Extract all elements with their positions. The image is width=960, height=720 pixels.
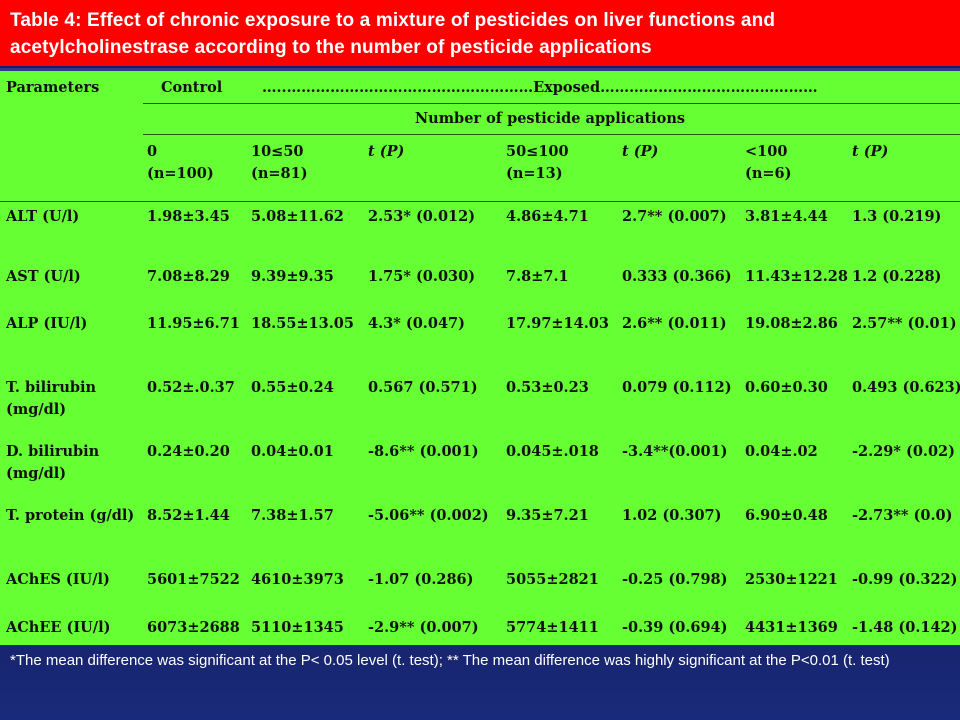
header-group2-top: 50≤100 — [506, 143, 569, 160]
row-t-bilirubin-t1: 0.567 (0.571) — [368, 379, 478, 396]
row-alt-group3: 3.81±4.44 — [745, 208, 828, 225]
row-t-bilirubin-group3: 0.60±0.30 — [745, 379, 828, 396]
row-t-bilirubin-group1: 0.55±0.24 — [251, 379, 334, 396]
row-achee-group3: 4431±1369 — [745, 619, 838, 636]
row-t-bilirubin-t2: 0.079 (0.112) — [622, 379, 732, 396]
row-aches-group1: 4610±3973 — [251, 571, 344, 588]
row-aches-group2: 5055±2821 — [506, 571, 599, 588]
row-t-protein-group2: 9.35±7.21 — [506, 507, 589, 524]
row-t-bilirubin-unit: (mg/dl) — [6, 401, 67, 418]
row-ast-t3: 1.2 (0.228) — [852, 268, 942, 285]
row-achee-control: 6073±2688 — [147, 619, 240, 636]
row-alp-t3: 2.57** (0.01) — [852, 315, 957, 332]
row-t-bilirubin-group2: 0.53±0.23 — [506, 379, 589, 396]
header-t2: t (P) — [622, 143, 659, 160]
row-aches-t3: -0.99 (0.322) — [852, 571, 958, 588]
row-alp-t1: 4.3* (0.047) — [368, 315, 465, 332]
row-alt-t1: 2.53* (0.012) — [368, 208, 476, 225]
row-aches-parameter: AChES (IU/l) — [6, 571, 110, 588]
row-ast-group3: 11.43±12.28 — [745, 268, 848, 285]
header-group3-bottom: (n=6) — [745, 165, 792, 182]
row-aches-group3: 2530±1221 — [745, 571, 838, 588]
header-control-col-top: 0 — [147, 143, 158, 160]
row-t-protein-t2: 1.02 (0.307) — [622, 507, 722, 524]
row-achee-t2: -0.39 (0.694) — [622, 619, 728, 636]
row-d-bilirubin-unit: (mg/dl) — [6, 465, 67, 482]
row-t-protein-group1: 7.38±1.57 — [251, 507, 334, 524]
row-t-bilirubin-parameter: T. bilirubin — [6, 379, 97, 396]
row-ast-group2: 7.8±7.1 — [506, 268, 569, 285]
row-alp-control: 11.95±6.71 — [147, 315, 240, 332]
table-footnote: *The mean difference was significant at … — [10, 652, 890, 669]
header-exposed: …..……………………………………………Exposed…………………………………… — [262, 79, 818, 96]
row-d-bilirubin-parameter: D. bilirubin — [6, 443, 100, 460]
row-alp-group1: 18.55±13.05 — [251, 315, 354, 332]
header-divider-exposed — [143, 103, 960, 104]
row-alt-t2: 2.7** (0.007) — [622, 208, 727, 225]
row-ast-group1: 9.39±9.35 — [251, 268, 334, 285]
row-t-protein-control: 8.52±1.44 — [147, 507, 230, 524]
row-alt-group1: 5.08±11.62 — [251, 208, 344, 225]
row-t-bilirubin-t3: 0.493 (0.623) — [852, 379, 960, 396]
row-aches-t1: -1.07 (0.286) — [368, 571, 474, 588]
header-control-col-bottom: (n=100) — [147, 165, 214, 182]
row-achee-t3: -1.48 (0.142) — [852, 619, 958, 636]
row-t-protein-group3: 6.90±0.48 — [745, 507, 828, 524]
row-t-protein-t3: -2.73** (0.0) — [852, 507, 953, 524]
row-d-bilirubin-t3: -2.29* (0.02) — [852, 443, 956, 460]
row-d-bilirubin-control: 0.24±0.20 — [147, 443, 230, 460]
header-group3-top: <100 — [745, 143, 788, 160]
header-divider-applications — [143, 134, 960, 135]
row-aches-control: 5601±7522 — [147, 571, 240, 588]
header-group1-bottom: (n=81) — [251, 165, 308, 182]
row-d-bilirubin-group3: 0.04±.02 — [745, 443, 818, 460]
row-d-bilirubin-t1: -8.6** (0.001) — [368, 443, 479, 460]
row-alp-group3: 19.08±2.86 — [745, 315, 838, 332]
header-parameters: Parameters — [6, 79, 100, 96]
header-number-of-applications: Number of pesticide applications — [414, 110, 686, 127]
row-alp-group2: 17.97±14.03 — [506, 315, 609, 332]
row-ast-control: 7.08±8.29 — [147, 268, 230, 285]
slide-title: Table 4: Effect of chronic exposure to a… — [0, 0, 960, 66]
row-alt-control: 1.98±3.45 — [147, 208, 230, 225]
row-achee-group2: 5774±1411 — [506, 619, 599, 636]
row-achee-parameter: AChEE (IU/l) — [6, 619, 111, 636]
row-t-bilirubin-control: 0.52±.0.37 — [147, 379, 235, 396]
results-table: Parameters Control …..……………………………………………E… — [0, 68, 960, 645]
row-alt-group2: 4.86±4.71 — [506, 208, 589, 225]
row-achee-group1: 5110±1345 — [251, 619, 344, 636]
row-ast-parameter: AST (U/l) — [6, 268, 81, 285]
row-alt-t3: 1.3 (0.219) — [852, 208, 942, 225]
row-alt-parameter: ALT (U/l) — [6, 208, 80, 225]
header-divider-bottom — [0, 201, 960, 202]
row-d-bilirubin-t2: -3.4**(0.001) — [622, 443, 728, 460]
row-aches-t2: -0.25 (0.798) — [622, 571, 728, 588]
row-d-bilirubin-group1: 0.04±0.01 — [251, 443, 334, 460]
row-ast-t2: 0.333 (0.366) — [622, 268, 732, 285]
row-achee-t1: -2.9** (0.007) — [368, 619, 479, 636]
row-alp-parameter: ALP (IU/l) — [6, 315, 88, 332]
row-d-bilirubin-group2: 0.045±.018 — [506, 443, 599, 460]
header-t3: t (P) — [852, 143, 889, 160]
header-group1-top: 10≤50 — [251, 143, 304, 160]
row-alp-t2: 2.6** (0.011) — [622, 315, 727, 332]
header-group2-bottom: (n=13) — [506, 165, 563, 182]
row-t-protein-t1: -5.06** (0.002) — [368, 507, 489, 524]
header-control: Control — [161, 79, 223, 96]
row-ast-t1: 1.75* (0.030) — [368, 268, 476, 285]
row-t-protein-parameter: T. protein (g/dl) — [6, 507, 135, 524]
header-t1: t (P) — [368, 143, 405, 160]
